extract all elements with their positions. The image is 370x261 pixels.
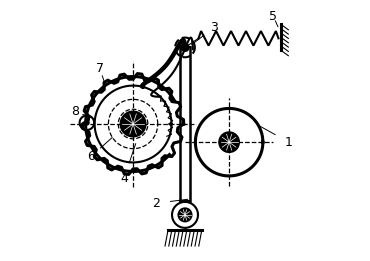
Text: 8: 8: [71, 105, 80, 118]
Text: 7: 7: [96, 62, 104, 75]
Circle shape: [181, 44, 189, 51]
Circle shape: [85, 121, 89, 125]
Circle shape: [178, 208, 192, 221]
Text: 2: 2: [152, 197, 160, 210]
Text: 4: 4: [120, 172, 128, 185]
Text: 1: 1: [285, 136, 293, 149]
Text: 6: 6: [87, 150, 95, 163]
Circle shape: [121, 111, 145, 137]
Circle shape: [219, 132, 239, 152]
Text: 3: 3: [210, 21, 218, 34]
Text: 5: 5: [269, 10, 277, 23]
